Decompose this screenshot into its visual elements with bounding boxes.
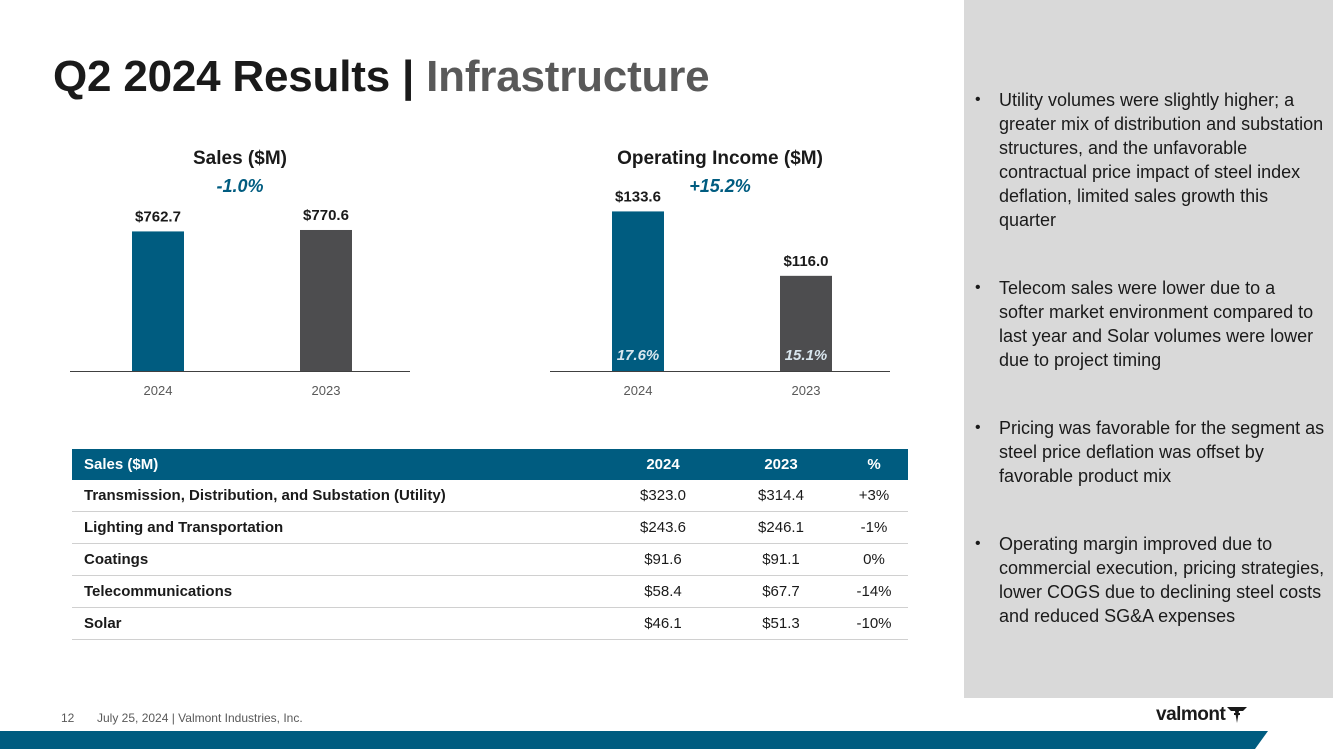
operating-income-margin-label-2023: 15.1% (785, 347, 828, 364)
row-value-2023: $314.4 (722, 480, 840, 512)
sales-bar-2024 (132, 231, 184, 371)
row-change: 0% (840, 543, 908, 576)
sales-tick-label-2023: 2023 (312, 383, 341, 398)
row-value-2024: $243.6 (604, 511, 722, 544)
footer-band (0, 731, 1268, 749)
sales-tick-label-2024: 2024 (144, 383, 173, 398)
header-percent: % (867, 456, 881, 473)
sales-chart: $762.7 2024 $770.6 2023 Sales ($M) -1.0% (60, 148, 420, 408)
operating-income-tick-label-2023: 2023 (792, 383, 821, 398)
row-label: Lighting and Transportation (72, 511, 604, 544)
row-value-2023: $91.1 (722, 543, 840, 576)
header-segment: Sales ($M) (84, 456, 159, 473)
bullet-item: • Operating margin improved due to comme… (975, 532, 1325, 628)
bullet-dot-icon: • (975, 91, 981, 108)
operating-income-tick-label-2024: 2024 (624, 383, 653, 398)
sales-bar-2023 (300, 229, 352, 371)
operating-income-data-label-2023: $116.0 (783, 253, 828, 270)
row-change: -10% (840, 607, 908, 640)
row-change: -1% (840, 511, 908, 544)
row-label: Transmission, Distribution, and Substati… (72, 480, 604, 512)
bullet-item: • Utility volumes were slightly higher; … (975, 88, 1325, 232)
bullet-text: Utility volumes were slightly higher; a … (999, 90, 1324, 230)
row-label: Solar (72, 607, 604, 640)
table-row: Solar $46.1 $51.3 -10% (72, 607, 908, 640)
bullet-text: Telecom sales were lower due to a softer… (999, 278, 1314, 370)
bullet-item: • Pricing was favorable for the segment … (975, 416, 1325, 488)
sales-data-label-2023: $770.6 (303, 207, 349, 224)
operating-income-chart: $133.6 17.6% 2024 $116.0 15.1% 2023 Operating… (540, 148, 900, 408)
row-change: +3% (840, 480, 908, 512)
table-row: Lighting and Transportation $243.6 $246.… (72, 511, 908, 544)
table-row: Transmission, Distribution, and Substati… (72, 480, 908, 512)
title-main: Q2 2024 Results | (53, 52, 427, 101)
page-number: 12 (61, 711, 75, 725)
valmont-v-icon (1227, 707, 1248, 723)
sales-chart-plot: $762.7 2024 $770.6 2023 (70, 207, 410, 398)
operating-income-chart-change: +15.2% (689, 176, 751, 196)
bullet-dot-icon: • (975, 419, 981, 436)
sales-data-label-2024: $762.7 (135, 208, 181, 225)
operating-income-bar-2024 (612, 211, 664, 371)
operating-income-chart-title: Operating Income ($M) (617, 148, 823, 169)
row-change: -14% (840, 575, 908, 608)
sales-table: Sales ($M) 2024 2023 % Transmission, Dis… (72, 449, 908, 640)
operating-income-chart-plot: $133.6 17.6% 2024 $116.0 15.1% 2023 (550, 188, 890, 398)
header-2024: 2024 (646, 456, 680, 473)
row-value-2024: $46.1 (604, 607, 722, 640)
commentary-panel (964, 0, 1333, 698)
sales-chart-change: -1.0% (216, 176, 264, 196)
row-value-2024: $91.6 (604, 543, 722, 576)
row-label: Telecommunications (72, 575, 604, 608)
table-row: Telecommunications $58.4 $67.7 -14% (72, 575, 908, 608)
bullet-text: Pricing was favorable for the segment as… (999, 418, 1325, 486)
bullet-item: • Telecom sales were lower due to a soft… (975, 276, 1325, 372)
row-value-2024: $58.4 (604, 575, 722, 608)
bullet-dot-icon: • (975, 535, 981, 552)
bullet-dot-icon: • (975, 279, 981, 296)
row-value-2024: $323.0 (604, 480, 722, 512)
operating-income-data-label-2024: $133.6 (615, 188, 661, 205)
title-segment: Infrastructure (426, 52, 710, 101)
header-2023: 2023 (764, 456, 798, 473)
row-value-2023: $51.3 (722, 607, 840, 640)
sales-chart-title: Sales ($M) (193, 148, 287, 169)
valmont-logo: valmont (1156, 704, 1249, 726)
bullet-text: Operating margin improved due to commerc… (999, 534, 1325, 626)
table-header-row: Sales ($M) 2024 2023 % (72, 449, 908, 480)
page-title: Q2 2024 Results | Infrastructure (53, 52, 710, 102)
operating-income-bar-2023 (780, 275, 832, 371)
operating-income-margin-label-2024: 17.6% (617, 347, 660, 364)
footer-text: July 25, 2024 | Valmont Industries, Inc. (97, 711, 303, 725)
table-row: Coatings $91.6 $91.1 0% (72, 543, 908, 576)
row-value-2023: $246.1 (722, 511, 840, 544)
logo-wordmark: valmont (1156, 704, 1226, 725)
commentary-bullets: • Utility volumes were slightly higher; … (975, 88, 1325, 672)
row-label: Coatings (72, 543, 604, 576)
row-value-2023: $67.7 (722, 575, 840, 608)
